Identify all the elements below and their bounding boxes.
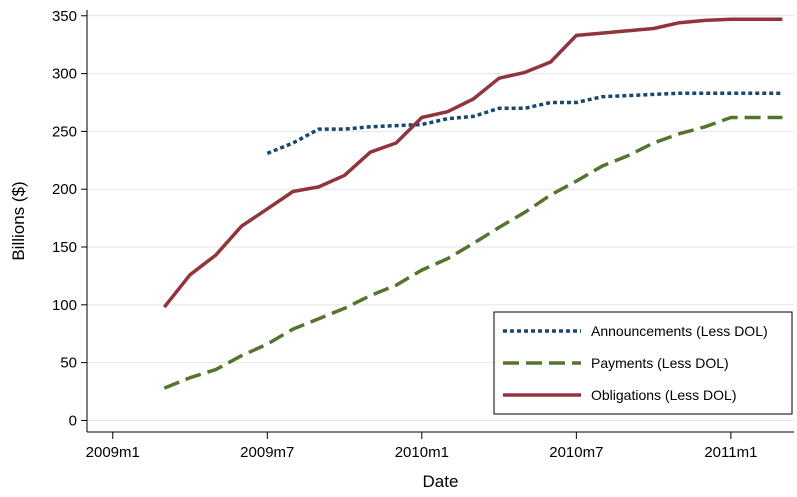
x-tick-label: 2010m7 (549, 444, 603, 461)
legend-label-3: Obligations (Less DOL) (591, 387, 737, 403)
x-tick-label: 2009m1 (86, 444, 140, 461)
y-tick-label: 100 (52, 297, 77, 314)
y-tick-label: 0 (69, 412, 77, 429)
y-tick-label: 200 (52, 181, 77, 198)
x-axis-title: Date (423, 472, 459, 491)
series-lines (162, 17, 783, 390)
x-tick-label: 2009m7 (240, 444, 294, 461)
y-tick-label: 350 (52, 8, 77, 25)
axes: 0 50 100 150 200 250 300 350 2009m1 2009m7 2010m1 2… (9, 8, 794, 491)
legend-label-2: Payments (Less DOL) (591, 355, 729, 371)
legend-box (493, 311, 793, 415)
x-tick-label: 2010m1 (395, 444, 449, 461)
y-tick-label: 300 (52, 66, 77, 83)
y-axis-title: Billions ($) (9, 181, 28, 260)
y-tick-label: 150 (52, 239, 77, 256)
legend: Announcements (Less DOL) Payments (Less D… (493, 311, 793, 415)
gridlines (87, 15, 794, 421)
series-line-1 (266, 91, 783, 156)
series-line-2 (163, 115, 783, 390)
x-tick-label: 2011m1 (704, 444, 757, 461)
series-line-3 (162, 17, 783, 309)
y-tick-label: 50 (60, 355, 77, 372)
legend-label-1: Announcements (Less DOL) (591, 323, 768, 339)
y-tick-label: 250 (52, 123, 77, 140)
